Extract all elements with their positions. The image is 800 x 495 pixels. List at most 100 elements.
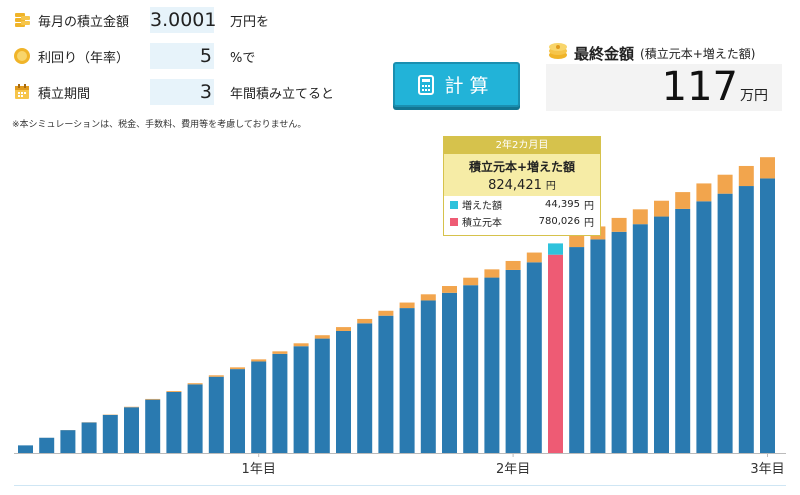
principal-bar[interactable] xyxy=(208,376,224,453)
gain-bar[interactable] xyxy=(145,398,161,400)
gain-bar[interactable] xyxy=(166,391,182,392)
gain-bar[interactable] xyxy=(654,200,669,217)
accumulation-chart: 1年目 2年目 3年目 xyxy=(14,157,786,477)
gain-bar[interactable] xyxy=(420,294,436,301)
gain-bar[interactable] xyxy=(526,252,542,263)
principal-bar[interactable] xyxy=(738,186,754,454)
gain-bar[interactable] xyxy=(378,310,394,316)
tooltip-principal-row: 積立元本 780,026 円 xyxy=(444,213,600,230)
result-title: 最終金額 (積立元本+増えた額) xyxy=(548,42,755,64)
principal-bar[interactable] xyxy=(272,353,288,453)
tooltip-total-value-row: 824,421 円 xyxy=(444,175,600,193)
principal-bar[interactable] xyxy=(314,338,330,453)
principal-bar[interactable] xyxy=(60,430,76,453)
gain-bar[interactable] xyxy=(208,375,224,377)
principal-bar[interactable] xyxy=(696,201,712,453)
monthly-amount-label: 毎月の積立金額 xyxy=(38,14,130,30)
gain-bar[interactable] xyxy=(505,260,521,270)
principal-bar[interactable] xyxy=(675,208,691,453)
principal-bar[interactable] xyxy=(548,254,563,453)
principal-bar[interactable] xyxy=(632,224,648,453)
gain-bar[interactable] xyxy=(314,335,330,339)
calendar-icon xyxy=(12,82,32,102)
principal-bar[interactable] xyxy=(654,216,669,453)
principal-bar[interactable] xyxy=(378,315,394,453)
principal-bar[interactable] xyxy=(399,308,415,453)
principal-bar[interactable] xyxy=(145,399,161,453)
result-unit: 万円 xyxy=(740,88,768,104)
gain-bar[interactable] xyxy=(675,192,691,209)
gain-bar[interactable] xyxy=(442,286,457,293)
calculator-icon xyxy=(418,74,435,95)
calculate-button[interactable]: 計算 xyxy=(393,62,520,107)
tooltip-total-unit: 円 xyxy=(545,181,556,192)
principal-bar[interactable] xyxy=(357,323,373,453)
principal-bar[interactable] xyxy=(442,292,457,453)
gain-bar[interactable] xyxy=(760,157,775,179)
principal-bar[interactable] xyxy=(484,277,500,453)
principal-swatch xyxy=(450,217,458,226)
principal-bar[interactable] xyxy=(590,239,606,453)
tooltip-total: 積立元本+増えた額 824,421 円 xyxy=(444,154,600,196)
gain-bar[interactable] xyxy=(357,318,373,324)
principal-bar[interactable] xyxy=(166,391,182,453)
tooltip-period: 2年2カ月目 xyxy=(444,137,600,154)
principal-bar[interactable] xyxy=(18,445,33,453)
tooltip-gain-value: 44,395 xyxy=(545,199,580,210)
calculate-button-label: 計算 xyxy=(444,75,495,97)
principal-bar[interactable] xyxy=(505,269,521,453)
tooltip-gain-unit: 円 xyxy=(584,201,594,212)
gain-bar[interactable] xyxy=(484,269,500,278)
principal-bar[interactable] xyxy=(39,437,55,453)
period-label: 積立期間 xyxy=(38,86,91,102)
period-input[interactable]: 3 xyxy=(150,79,214,105)
gain-bar[interactable] xyxy=(738,165,754,187)
rate-unit: %で xyxy=(230,50,256,66)
gain-bar[interactable] xyxy=(399,302,415,309)
principal-bar[interactable] xyxy=(463,285,479,453)
gain-bar[interactable] xyxy=(336,327,351,331)
monthly-amount-unit: 万円を xyxy=(230,14,270,30)
x-tick-label: 3年目 xyxy=(750,462,784,477)
input-row-monthly: 毎月の積立金額 3.0001 万円を xyxy=(12,6,269,34)
rate-input[interactable]: 5 xyxy=(150,43,214,69)
input-row-rate: 利回り（年率） 5 %で xyxy=(12,42,255,70)
principal-bar[interactable] xyxy=(102,414,118,453)
gain-bar[interactable] xyxy=(272,351,288,354)
gain-bar[interactable] xyxy=(230,367,245,370)
principal-bar[interactable] xyxy=(760,178,775,453)
principal-bar[interactable] xyxy=(81,422,97,453)
principal-bar[interactable] xyxy=(526,262,542,453)
principal-bar[interactable] xyxy=(187,384,203,453)
gain-bar[interactable] xyxy=(548,243,563,255)
gain-bar[interactable] xyxy=(187,383,203,385)
principal-bar[interactable] xyxy=(611,231,627,453)
gain-bar[interactable] xyxy=(463,277,479,286)
gain-bar[interactable] xyxy=(717,174,733,194)
gain-bar[interactable] xyxy=(611,217,627,232)
result-title-text: 最終金額 xyxy=(574,44,635,63)
principal-bar[interactable] xyxy=(336,330,351,453)
tooltip-total-label: 積立元本+増えた額 xyxy=(468,160,576,174)
gain-bar[interactable] xyxy=(632,209,648,225)
input-row-period: 積立期間 3 年間積み立てると xyxy=(12,78,334,106)
principal-bar[interactable] xyxy=(251,361,267,453)
coins-icon xyxy=(12,10,32,30)
tooltip-total-value: 824,421 xyxy=(488,178,542,193)
gain-bar[interactable] xyxy=(251,359,267,362)
bottom-divider xyxy=(14,485,786,486)
principal-bar[interactable] xyxy=(230,369,245,453)
gain-bar[interactable] xyxy=(293,343,309,347)
monthly-amount-input[interactable]: 3.0001 xyxy=(150,7,217,33)
gain-bar[interactable] xyxy=(569,234,585,248)
x-tick-label: 2年目 xyxy=(496,462,530,477)
principal-bar[interactable] xyxy=(569,247,585,453)
coin-icon xyxy=(12,46,32,66)
principal-bar[interactable] xyxy=(124,407,139,453)
principal-bar[interactable] xyxy=(717,193,733,454)
principal-bar[interactable] xyxy=(420,300,436,453)
gain-swatch xyxy=(450,200,458,209)
disclaimer-note: ※本シミュレーションは、税金、手数料、費用等を考慮しておりません。 xyxy=(12,120,307,130)
gain-bar[interactable] xyxy=(696,183,712,202)
principal-bar[interactable] xyxy=(293,346,309,453)
